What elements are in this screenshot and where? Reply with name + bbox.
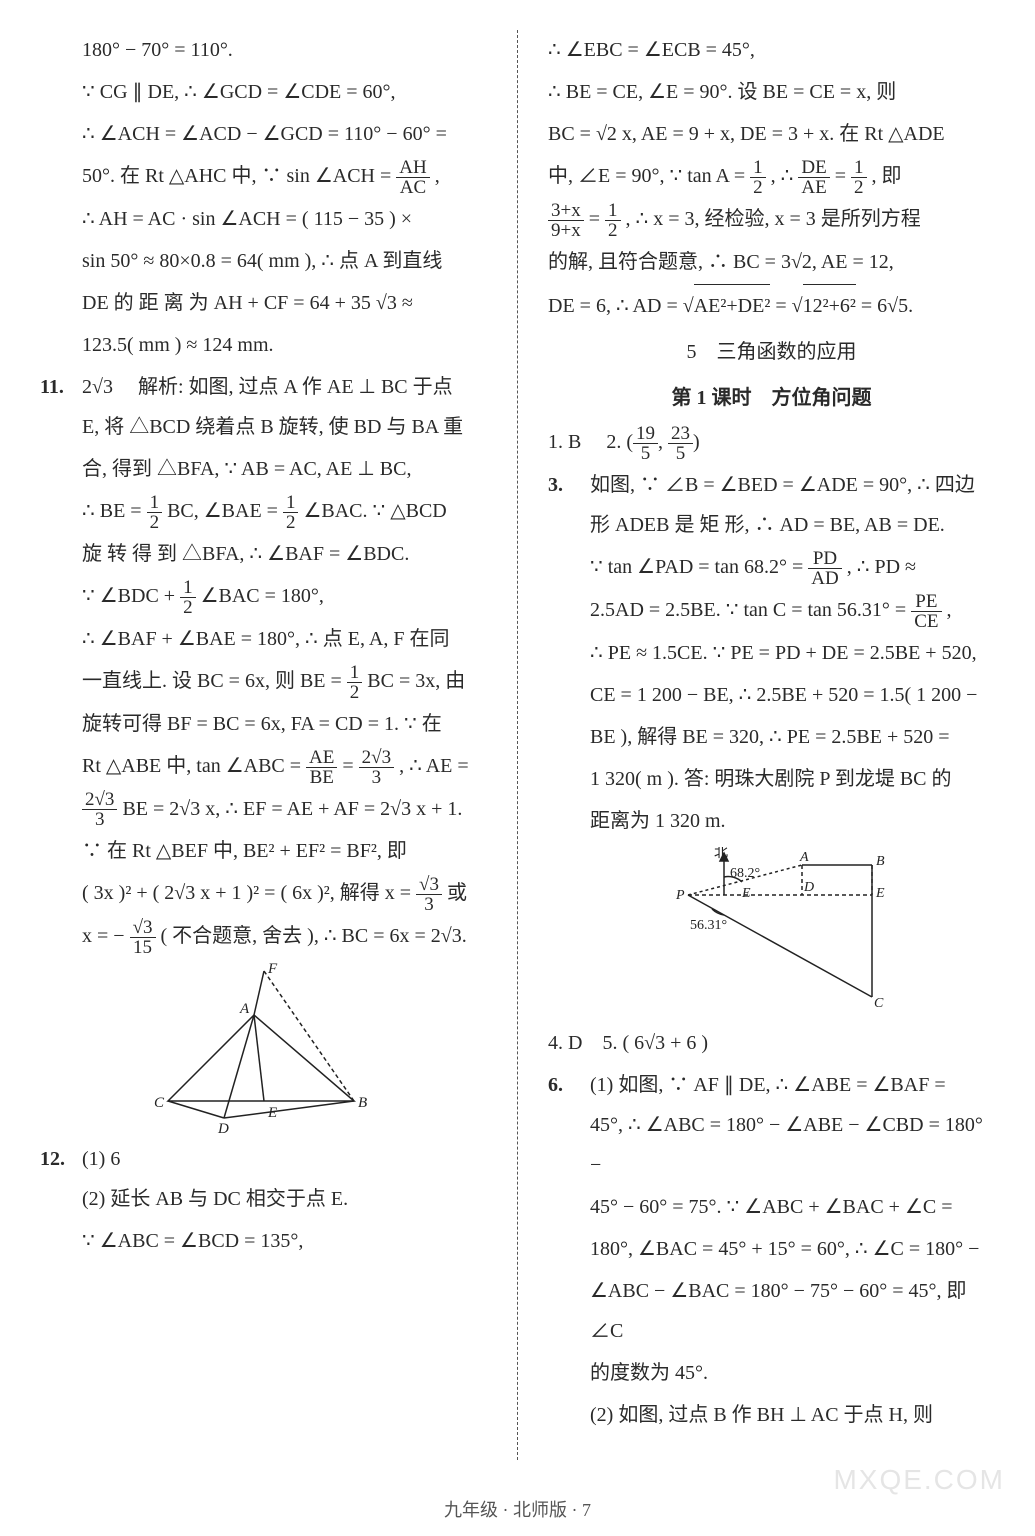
text-line: (1) 如图, ∵ AF ∥ DE, ∴ ∠ABE = ∠BAF = bbox=[590, 1065, 995, 1105]
text-line: 旋 转 得 到 △BFA, ∴ ∠BAF = ∠BDC. bbox=[40, 534, 487, 574]
text-line: BE ), 解得 BE = 320, ∴ PE = 2.5BE + 520 = bbox=[548, 717, 995, 757]
svg-text:E: E bbox=[267, 1105, 277, 1121]
text-line: DE = 6, ∴ AD = √AE²+DE² = √12²+6² = 6√5. bbox=[548, 284, 995, 326]
text-line: ∵ ∠BDC + 12 ∠BAC = 180°, bbox=[40, 576, 487, 617]
text-line: 2√33 BE = 2√3 x, ∴ EF = AE + AF = 2√3 x … bbox=[40, 789, 487, 830]
text-line: ∴ ∠BAF + ∠BAE = 180°, ∴ 点 E, A, F 在同 bbox=[40, 619, 487, 659]
text-line: ∴ PE ≈ 1.5CE. ∵ PE = PD + DE = 2.5BE + 5… bbox=[548, 633, 995, 673]
text-line: ∵ 在 Rt △BEF 中, BE² + EF² = BF², 即 bbox=[40, 831, 487, 871]
text-line: 180° − 70° = 110°. bbox=[40, 30, 487, 70]
text-line: BC = √2 x, AE = 9 + x, DE = 3 + x. 在 Rt … bbox=[548, 114, 995, 154]
text-line: ∴ ∠EBC = ∠ECB = 45°, bbox=[548, 30, 995, 70]
svg-text:E: E bbox=[741, 886, 751, 901]
text-line: 180°, ∠BAC = 45° + 15° = 60°, ∴ ∠C = 180… bbox=[548, 1229, 995, 1269]
text-line: DE 的 距 离 为 AH + CF = 64 + 35 √3 ≈ bbox=[40, 283, 487, 323]
answer-value: 2√3 bbox=[82, 376, 113, 398]
text-line: 1 320( m ). 答: 明珠大剧院 P 到龙堤 BC 的 bbox=[548, 759, 995, 799]
text-line: 50°. 在 Rt △AHC 中, ∵ sin ∠ACH = AHAC , bbox=[40, 156, 487, 197]
svg-text:A: A bbox=[799, 850, 809, 865]
text-line: ∴ ∠ACH = ∠ACD − ∠GCD = 110° − 60° = bbox=[40, 114, 487, 154]
figure-q3: 北 68.2° 56.31° P A B D E C E bbox=[642, 847, 902, 1017]
text-line: 如图, ∵ ∠B = ∠BED = ∠ADE = 90°, ∴ 四边 bbox=[590, 465, 995, 505]
text-line: (2) 延长 AB 与 DC 相交于点 E. bbox=[40, 1179, 487, 1219]
answers-line: 4. D 5. ( 6√3 + 6 ) bbox=[548, 1023, 995, 1063]
text-line: (1) 6 bbox=[82, 1139, 487, 1179]
answers-line: 1. B 2. (195, 235) bbox=[548, 422, 995, 463]
text-line: ( 3x )² + ( 2√3 x + 1 )² = ( 6x )², 解得 x… bbox=[40, 873, 487, 914]
text-line: ∴ AH = AC · sin ∠ACH = ( 115 − 35 ) × bbox=[40, 199, 487, 239]
text-line: 2.5AD = 2.5BE. ∵ tan C = tan 56.31° = PE… bbox=[548, 590, 995, 631]
question-number: 12. bbox=[40, 1139, 82, 1179]
text-line: 3+x9+x = 12 , ∴ x = 3, 经检验, x = 3 是所列方程 bbox=[548, 199, 995, 240]
page-footer: 九年级 · 北师版 · 7 bbox=[0, 1496, 1035, 1522]
text-line: ∵ CG ∥ DE, ∴ ∠GCD = ∠CDE = 60°, bbox=[40, 72, 487, 112]
text-line: (2) 如图, 过点 B 作 BH ⊥ AC 于点 H, 则 bbox=[548, 1395, 995, 1435]
text-line: ∴ BE = 12 BC, ∠BAE = 12 ∠BAC. ∵ △BCD bbox=[40, 491, 487, 532]
text-line: ∴ BE = CE, ∠E = 90°. 设 BE = CE = x, 则 bbox=[548, 72, 995, 112]
question-6: 6. (1) 如图, ∵ AF ∥ DE, ∴ ∠ABE = ∠BAF = bbox=[548, 1065, 995, 1105]
text-line: CE = 1 200 − BE, ∴ 2.5BE + 520 = 1.5( 1 … bbox=[548, 675, 995, 715]
text-line: 123.5( mm ) ≈ 124 mm. bbox=[40, 325, 487, 365]
question-11: 11. 2√3 解析: 如图, 过点 A 作 AE ⊥ BC 于点 bbox=[40, 367, 487, 407]
svg-text:D: D bbox=[803, 880, 814, 895]
left-column: 180° − 70° = 110°. ∵ CG ∥ DE, ∴ ∠GCD = ∠… bbox=[40, 30, 487, 1460]
text-line: 中, ∠E = 90°, ∵ tan A = 12 , ∴ DEAE = 12 … bbox=[548, 156, 995, 197]
svg-text:B: B bbox=[876, 854, 885, 869]
text-line: E, 将 △BCD 绕着点 B 旋转, 使 BD 与 BA 重 bbox=[40, 407, 487, 447]
text-line: sin 50° ≈ 80×0.8 = 64( mm ), ∴ 点 A 到直线 bbox=[40, 241, 487, 281]
svg-text:C: C bbox=[874, 996, 884, 1011]
text-line: 的解, 且符合题意, ∴ BC = 3√2, AE = 12, bbox=[548, 242, 995, 282]
lesson-title: 第 1 课时 方位角问题 bbox=[548, 378, 995, 418]
svg-text:B: B bbox=[358, 1095, 367, 1111]
text-line: Rt △ABE 中, tan ∠ABC = AEBE = 2√33 , ∴ AE… bbox=[40, 746, 487, 787]
question-3: 3. 如图, ∵ ∠B = ∠BED = ∠ADE = 90°, ∴ 四边 bbox=[548, 465, 995, 505]
question-number: 11. bbox=[40, 367, 82, 407]
right-column: ∴ ∠EBC = ∠ECB = 45°, ∴ BE = CE, ∠E = 90°… bbox=[548, 30, 995, 1460]
text-line: 的度数为 45°. bbox=[548, 1353, 995, 1393]
svg-text:56.31°: 56.31° bbox=[690, 918, 727, 933]
figure-q11: F A C D E B bbox=[144, 963, 384, 1133]
svg-text:F: F bbox=[267, 963, 278, 977]
text-line: ∵ ∠ABC = ∠BCD = 135°, bbox=[40, 1221, 487, 1261]
text-line: 45° − 60° = 75°. ∵ ∠ABC + ∠BAC + ∠C = bbox=[548, 1187, 995, 1227]
svg-text:北: 北 bbox=[714, 847, 728, 861]
text-line: ∵ tan ∠PAD = tan 68.2° = PDAD , ∴ PD ≈ bbox=[548, 547, 995, 588]
svg-text:D: D bbox=[217, 1121, 229, 1133]
text-line: 旋转可得 BF = BC = 6x, FA = CD = 1. ∵ 在 bbox=[40, 704, 487, 744]
text-line: 形 ADEB 是 矩 形, ∴ AD = BE, AB = DE. bbox=[548, 505, 995, 545]
text-line: x = − √315 ( 不合题意, 舍去 ), ∴ BC = 6x = 2√3… bbox=[40, 916, 487, 957]
question-number: 3. bbox=[548, 465, 590, 505]
text-line: 45°, ∴ ∠ABC = 180° − ∠ABE − ∠CBD = 180° … bbox=[548, 1105, 995, 1185]
column-divider bbox=[517, 30, 518, 1460]
text-line: 距离为 1 320 m. bbox=[548, 801, 995, 841]
svg-text:68.2°: 68.2° bbox=[730, 866, 760, 881]
watermark: MXQE.COM bbox=[833, 1464, 1005, 1496]
text-line: ∠ABC − ∠BAC = 180° − 75° − 60° = 45°, 即 … bbox=[548, 1271, 995, 1351]
question-number: 6. bbox=[548, 1065, 590, 1105]
text-line: 合, 得到 △BFA, ∵ AB = AC, AE ⊥ BC, bbox=[40, 449, 487, 489]
section-title: 5 三角函数的应用 bbox=[548, 332, 995, 372]
svg-text:A: A bbox=[239, 1001, 250, 1017]
svg-text:P: P bbox=[675, 888, 685, 903]
svg-text:C: C bbox=[154, 1095, 165, 1111]
svg-text:E: E bbox=[875, 886, 885, 901]
question-12: 12. (1) 6 bbox=[40, 1139, 487, 1179]
text-line: 一直线上. 设 BC = 6x, 则 BE = 12 BC = 3x, 由 bbox=[40, 661, 487, 702]
